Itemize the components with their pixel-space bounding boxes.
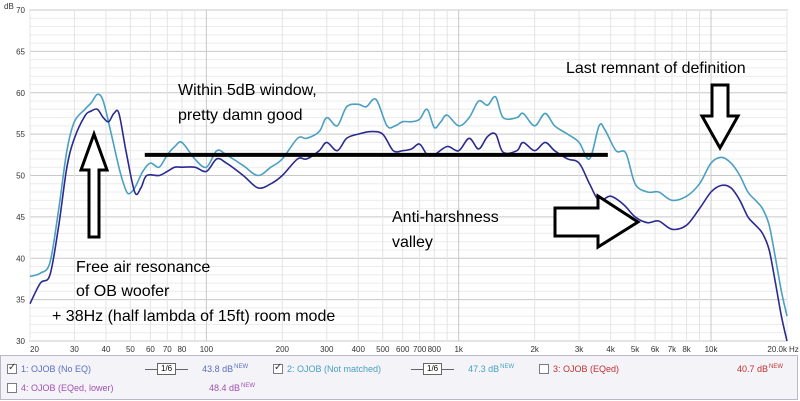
legend-level-2: 47.3 dBNEW xyxy=(468,364,515,374)
x-tick-label: 50 xyxy=(126,345,135,354)
x-tick-labels: 20 30 40 50 60 70 80 100 200 300 400 500 600 700 800 1k… xyxy=(30,345,788,354)
x-tick-label: 400 xyxy=(352,345,366,354)
y-tick-label: 70 xyxy=(16,6,25,15)
legend-item-2[interactable]: 2: OJOB (Not matched) 1/6 47.3 dBNEW xyxy=(273,360,514,378)
x-axis-unit: Hz xyxy=(789,345,799,354)
legend-item-1[interactable]: 1: OJOB (No EQ) 1/6 43.8 dBNEW xyxy=(7,360,248,378)
legend-checkbox-2[interactable] xyxy=(273,362,283,374)
legend-checkbox-3[interactable] xyxy=(539,364,549,374)
x-tick-label: 4k xyxy=(606,345,615,354)
legend-checkbox-4[interactable] xyxy=(7,383,17,393)
x-tick-label: 1k xyxy=(454,345,463,354)
right-arrow-icon xyxy=(553,193,641,250)
annotation-window-line1: Within 5dB window, xyxy=(178,82,317,99)
legend-label-4: 4: OJOB (EQed, lower) xyxy=(21,383,114,393)
x-tick-label: 6k xyxy=(651,345,660,354)
x-tick-label: 600 xyxy=(396,345,410,354)
y-tick-label: 50 xyxy=(16,172,25,181)
series-lines xyxy=(29,93,788,342)
annotation-valley-line1: Anti-harshness xyxy=(392,209,499,226)
y-tick-label: 35 xyxy=(16,296,25,305)
y-tick-labels: 30 35 40 45 50 55 60 65 70 xyxy=(16,6,25,346)
y-tick-label: 65 xyxy=(16,47,25,56)
x-tick-label: 800 xyxy=(428,345,442,354)
x-tick-label: 30 xyxy=(70,345,79,354)
series-line-2 xyxy=(29,108,788,342)
y-tick-label: 30 xyxy=(16,337,25,346)
y-tick-label: 60 xyxy=(16,89,25,98)
x-tick-label: 3k xyxy=(575,345,584,354)
annotation-valley-line2: valley xyxy=(392,234,433,251)
x-tick-label: 500 xyxy=(376,345,390,354)
annotation-room-mode: + 38Hz (half lambda of 15ft) room mode xyxy=(52,308,335,325)
annotations: Within 5dB window, pretty damn good Last… xyxy=(52,60,746,325)
x-tick-label: 2k xyxy=(530,345,539,354)
x-tick-label: 300 xyxy=(320,345,334,354)
legend-checkbox-1[interactable] xyxy=(7,362,17,374)
legend: 1: OJOB (No EQ) 1/6 43.8 dBNEW 2: OJOB (… xyxy=(0,355,798,400)
series-line-1 xyxy=(29,93,788,317)
legend-level-3: 40.7 dBNEW xyxy=(737,364,784,374)
y-tick-label: 45 xyxy=(16,213,25,222)
legend-level-4: 48.4 dBNEW xyxy=(209,383,256,393)
annotation-definition: Last remnant of definition xyxy=(566,60,746,77)
legend-item-4[interactable]: 4: OJOB (EQed, lower) 48.4 dBNEW xyxy=(7,379,255,397)
annotation-resonance-line2: of OB woofer xyxy=(76,283,170,300)
smoothing-selector-1[interactable]: 1/6 xyxy=(145,363,189,375)
legend-level-1: 43.8 dBNEW xyxy=(202,364,249,374)
x-tick-label: 20.0k xyxy=(767,345,788,354)
x-tick-label: 60 xyxy=(146,345,155,354)
x-tick-label: 5k xyxy=(631,345,640,354)
x-tick-label: 20 xyxy=(30,345,39,354)
x-tick-label: 80 xyxy=(177,345,186,354)
legend-item-3[interactable]: 3: OJOB (EQed) 40.7 dBNEW xyxy=(539,360,783,378)
x-tick-label: 100 xyxy=(200,345,214,354)
legend-label-2: 2: OJOB (Not matched) xyxy=(287,364,382,374)
x-tick-label: 200 xyxy=(276,345,290,354)
annotation-resonance-line1: Free air resonance xyxy=(76,259,210,276)
x-tick-label: 7k xyxy=(668,345,677,354)
x-tick-label: 700 xyxy=(413,345,427,354)
down-arrow-icon xyxy=(699,83,741,152)
annotation-window-line2: pretty damn good xyxy=(178,107,303,124)
x-tick-label: 40 xyxy=(102,345,111,354)
x-tick-label: 70 xyxy=(163,345,172,354)
y-tick-label: 40 xyxy=(16,254,25,263)
y-tick-label: 55 xyxy=(16,130,25,139)
legend-label-1: 1: OJOB (No EQ) xyxy=(21,364,92,374)
up-arrow-icon xyxy=(78,129,110,239)
smoothing-selector-2[interactable]: 1/6 xyxy=(411,363,455,375)
x-tick-label: 10k xyxy=(705,345,719,354)
x-tick-label: 8k xyxy=(682,345,691,354)
legend-label-3: 3: OJOB (EQed) xyxy=(553,364,620,374)
y-axis-unit: dB xyxy=(4,2,14,11)
